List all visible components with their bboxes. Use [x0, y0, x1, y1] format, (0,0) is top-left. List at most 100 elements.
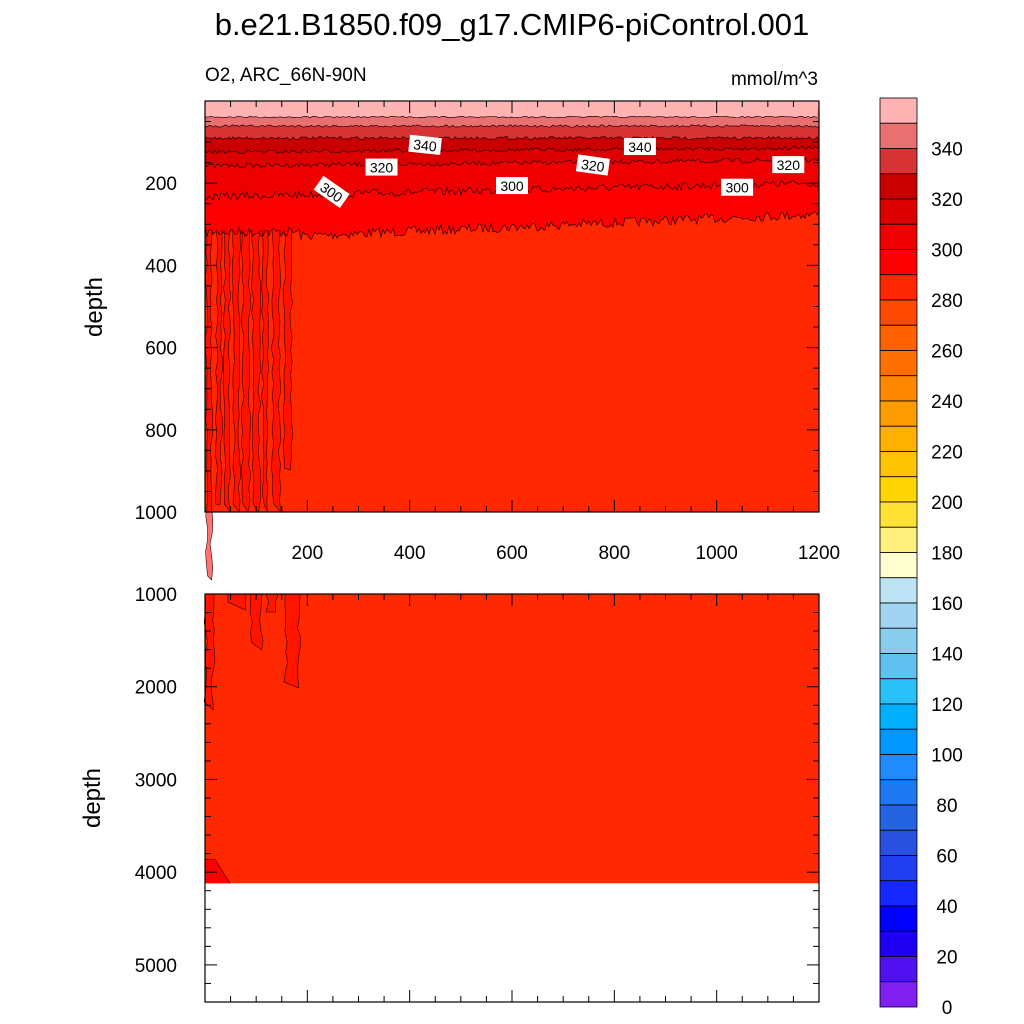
lower-streak [250, 594, 264, 650]
colorbar-label: 80 [936, 796, 957, 817]
colorbar-label: 280 [931, 291, 963, 312]
contour-line [204, 124, 820, 128]
chart-title: b.e21.B1850.f09_g17.CMIP6-piControl.001 [215, 7, 810, 42]
deep-streak [223, 230, 231, 512]
deep-streak-line [215, 229, 224, 506]
colorbar-swatch [879, 855, 918, 882]
deep-streak-line [240, 229, 252, 513]
x-tick-label: 1000 [696, 543, 738, 564]
colorbar-swatch [879, 97, 918, 124]
contour-label: 340 [408, 134, 442, 156]
colorbar-swatch [879, 501, 918, 528]
lower-streak-line [227, 593, 247, 611]
colorbar-swatch [879, 577, 918, 604]
colorbar-swatch [879, 122, 918, 149]
deep-streak [283, 230, 293, 470]
colorbar-swatch [879, 880, 918, 907]
lower-y-axis-label: depth [79, 768, 106, 828]
colorbar-swatch [879, 602, 918, 629]
contour-label-text: 320 [370, 160, 394, 176]
deep-streak-line [270, 229, 282, 513]
contour-line [204, 145, 820, 155]
bottom-wedge [205, 859, 230, 884]
deep-streak [215, 230, 223, 505]
colorbar-swatches [879, 97, 918, 1008]
colorbar-swatch [879, 754, 918, 781]
variable-region-label: O2, ARC_66N-90N [205, 65, 367, 86]
colorbar-swatch [879, 198, 918, 225]
colorbar-swatch [879, 728, 918, 755]
units-label: mmol/m^3 [731, 69, 818, 90]
colorbar-label: 20 [936, 948, 957, 969]
contour-label: 320 [772, 156, 805, 174]
x-tick-label: 400 [394, 543, 426, 564]
colorbar-label: 320 [931, 190, 963, 211]
x-tick-label: 800 [598, 543, 630, 564]
lower-background-fill [205, 594, 819, 884]
contour-label-box [365, 158, 398, 176]
contour-label-box [575, 154, 610, 176]
y-tick-label: 3000 [135, 770, 177, 791]
y-tick-label: 800 [145, 421, 177, 442]
colorbar-label: 60 [936, 847, 957, 868]
contour-label: 300 [496, 177, 528, 195]
colorbar-label: 0 [942, 998, 953, 1019]
lower-streak [266, 594, 278, 612]
colorbar-label: 300 [931, 241, 963, 262]
deep-streak [205, 230, 213, 580]
lower-streak-line [283, 593, 302, 689]
contour-label-text: 300 [725, 180, 749, 196]
colorbar: 3403203002802602402202001801601401201008… [879, 97, 963, 1019]
upper-y-axis-label: depth [81, 277, 108, 337]
lower-streak [204, 594, 215, 710]
deep-streak-line [282, 229, 294, 471]
y-tick-label: 5000 [135, 956, 177, 977]
colorbar-label: 260 [931, 342, 963, 363]
colorbar-swatch [879, 703, 918, 730]
colorbar-swatch [879, 653, 918, 680]
colorbar-swatch [879, 249, 918, 276]
contour-label-box [772, 156, 805, 174]
contour-label-box [623, 138, 656, 156]
lower-streak-line [249, 593, 264, 651]
colorbar-swatch [879, 400, 918, 427]
colorbar-swatch [879, 552, 918, 579]
contour-line [204, 210, 820, 241]
colorbar-swatch [879, 451, 918, 478]
deep-streak-line [231, 229, 242, 513]
y-tick-label: 400 [145, 256, 177, 277]
x-tick-label: 600 [496, 543, 528, 564]
lower-streak [284, 594, 301, 688]
y-tick-label: 600 [145, 339, 177, 360]
y-tick-label: 200 [145, 174, 177, 195]
colorbar-label: 120 [931, 695, 963, 716]
deep-streak [251, 230, 261, 512]
colorbar-swatch [879, 678, 918, 705]
bottom-wedge-line [205, 858, 231, 884]
colorbar-label: 340 [931, 140, 963, 161]
colorbar-swatch [879, 173, 918, 200]
deep-streak [232, 230, 241, 512]
lower-panel: 1000 2000 3000 4000 5000 depth [79, 585, 820, 1003]
contour-label: 320 [575, 154, 610, 176]
colorbar-label: 160 [931, 594, 963, 615]
colorbar-label: 100 [931, 746, 963, 767]
deep-streak-line [260, 229, 270, 513]
contour-line [204, 136, 820, 140]
colorbar-swatch [879, 425, 918, 452]
colorbar-swatch [879, 476, 918, 503]
y-tick-label: 4000 [135, 863, 177, 884]
colorbar-swatch [879, 223, 918, 250]
contour-label: 320 [365, 158, 398, 176]
colorbar-label: 240 [931, 392, 963, 413]
colorbar-swatch [879, 779, 918, 806]
deep-streak [241, 230, 251, 512]
colorbar-swatch [879, 905, 918, 932]
contour-label-text: 320 [777, 157, 801, 173]
contour-label-text: 340 [413, 136, 438, 154]
colorbar-swatch [879, 274, 918, 301]
upper-axes: 200 400 600 800 1000 1200 200 400 600 800 1000 [135, 101, 840, 564]
